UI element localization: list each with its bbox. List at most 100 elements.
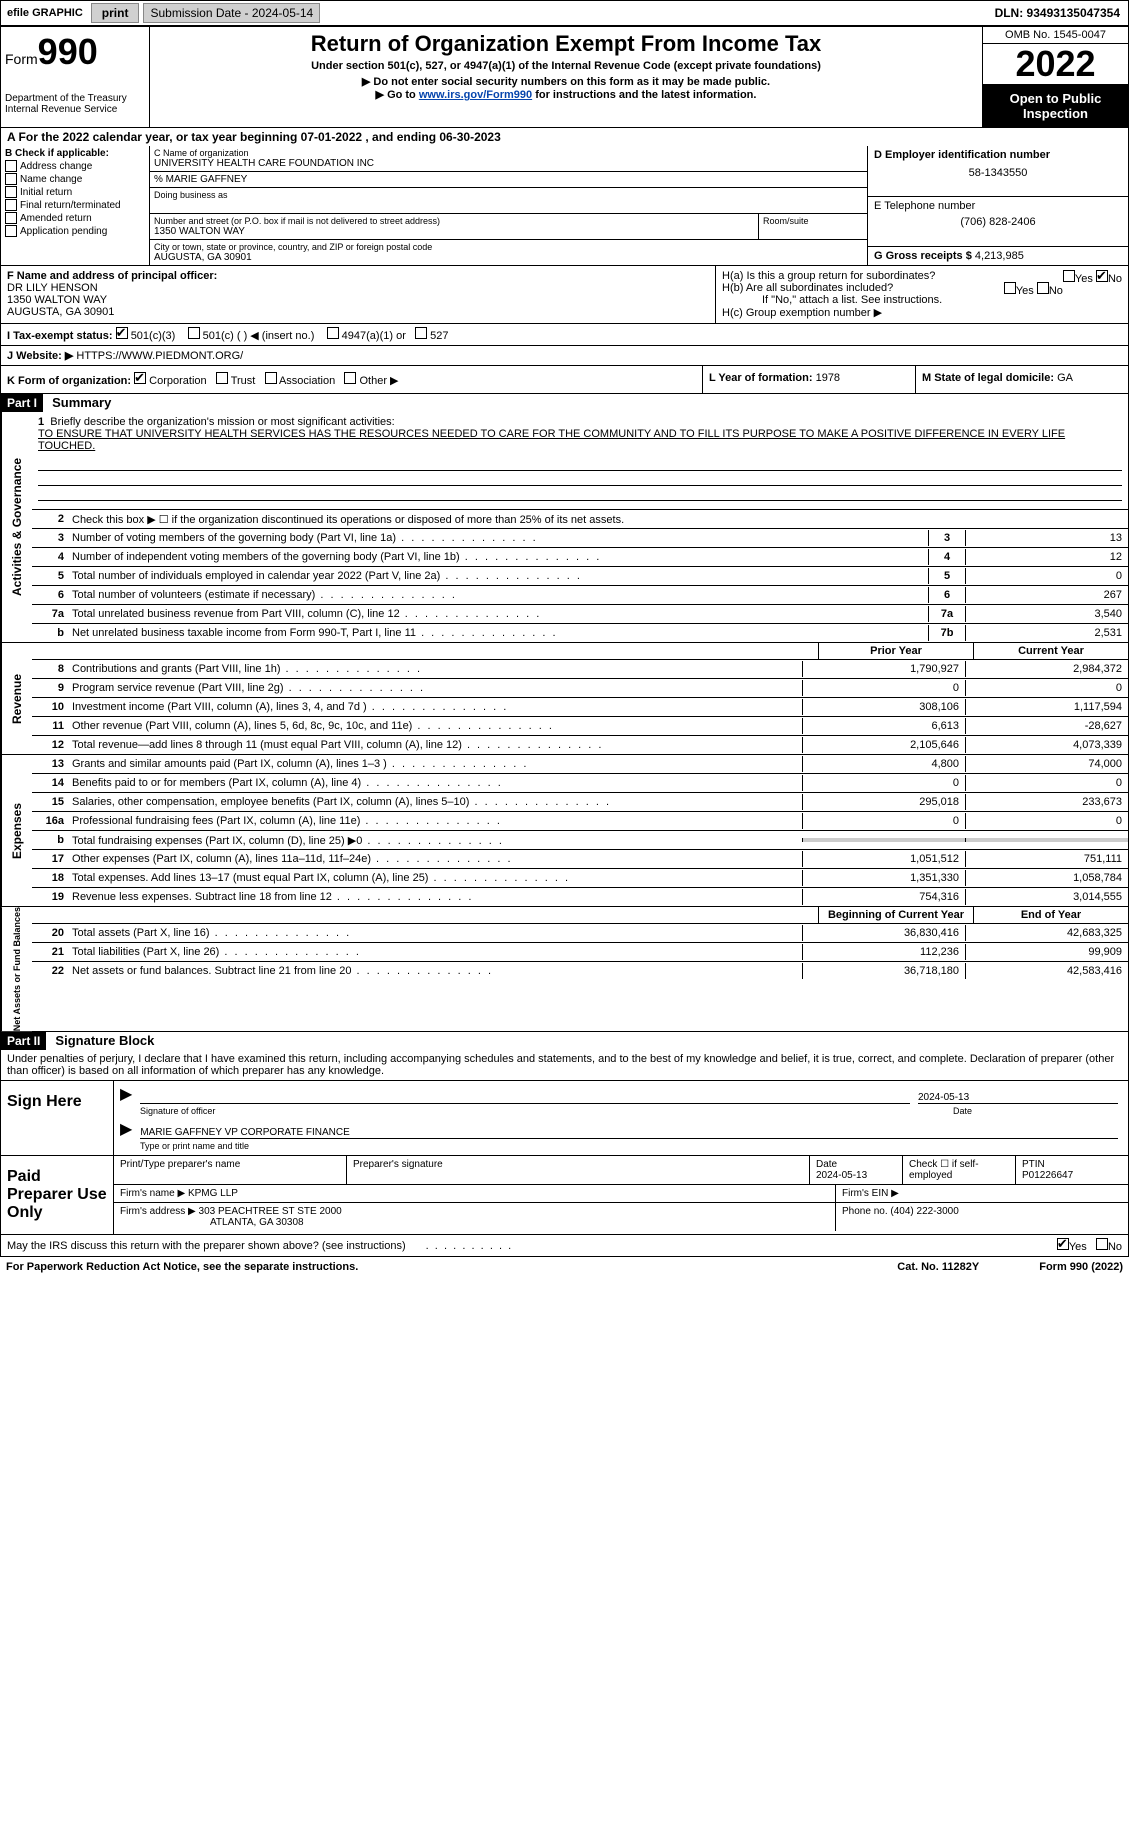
rev-header: Prior Year Current Year [32, 643, 1128, 660]
irs-label: Internal Revenue Service [5, 104, 145, 115]
chk-name-change: Name change [5, 173, 145, 185]
page-footer: For Paperwork Reduction Act Notice, see … [0, 1257, 1129, 1277]
checkbox-icon[interactable] [265, 372, 277, 384]
chk-initial: Initial return [5, 186, 145, 198]
part1-title: Summary [46, 393, 117, 412]
governance-body: 1 Briefly describe the organization's mi… [32, 412, 1128, 642]
self-employed-check: Check ☐ if self-employed [903, 1156, 1016, 1184]
org-name-label: C Name of organization [154, 148, 863, 158]
ein-cell: D Employer identification number 58-1343… [868, 146, 1128, 197]
ptin-cell: PTINP01226647 [1016, 1156, 1128, 1184]
prep-sig-label: Preparer's signature [347, 1156, 810, 1184]
discuss-yes-no: Yes No [1057, 1238, 1122, 1253]
checkbox-icon[interactable] [1057, 1238, 1069, 1250]
firm-phone-cell: Phone no. (404) 222-3000 [836, 1203, 1128, 1231]
line1-num: 1 [38, 416, 44, 428]
m-value: GA [1057, 372, 1073, 384]
header-sub2: ▶ Do not enter social security numbers o… [156, 75, 976, 88]
h-a-row: H(a) Is this a group return for subordin… [722, 270, 1122, 282]
summary-line: 13 Grants and similar amounts paid (Part… [32, 755, 1128, 774]
sig-labels-row: Signature of officer Date [114, 1106, 1128, 1116]
col-end: End of Year [973, 907, 1128, 923]
hb-label: H(b) Are all subordinates included? [722, 282, 893, 294]
revenue-body: Prior Year Current Year 8 Contributions … [32, 643, 1128, 754]
part2-header: Part II [1, 1032, 46, 1050]
checkbox-icon[interactable] [5, 212, 17, 224]
summary-line: b Net unrelated business taxable income … [32, 624, 1128, 642]
prep-date-cell: Date2024-05-13 [810, 1156, 903, 1184]
sub3-pre: ▶ Go to [376, 89, 419, 101]
checkbox-icon[interactable] [415, 327, 427, 339]
officer-name: DR LILY HENSON [7, 282, 709, 294]
col-prior: Prior Year [818, 643, 973, 659]
checkbox-icon[interactable] [5, 225, 17, 237]
footer-right: Form 990 (2022) [1039, 1261, 1123, 1273]
line1-text: Briefly describe the organization's miss… [50, 416, 394, 428]
summary-line: 15 Salaries, other compensation, employe… [32, 793, 1128, 812]
checkbox-icon[interactable] [5, 199, 17, 211]
expenses-body: 13 Grants and similar amounts paid (Part… [32, 755, 1128, 906]
side-revenue: Revenue [1, 643, 32, 754]
checkbox-icon[interactable] [216, 372, 228, 384]
dept-treasury: Department of the Treasury [5, 93, 145, 104]
paid-preparer-row: Paid Preparer Use Only Print/Type prepar… [1, 1155, 1128, 1234]
summary-line: 3 Number of voting members of the govern… [32, 529, 1128, 548]
col-d: D Employer identification number 58-1343… [867, 146, 1128, 265]
checkbox-icon[interactable] [116, 327, 128, 339]
sig-date-line: 2024-05-13 [918, 1083, 1118, 1104]
officer-addr1: 1350 WALTON WAY [7, 294, 709, 306]
form-of-org: K Form of organization: Corporation Trus… [1, 366, 702, 393]
discuss-text: May the IRS discuss this return with the… [7, 1240, 406, 1252]
irs-link[interactable]: www.irs.gov/Form990 [419, 89, 532, 101]
checkbox-icon[interactable] [1037, 282, 1049, 294]
checkbox-icon[interactable] [344, 372, 356, 384]
suite-cell: Room/suite [759, 214, 867, 239]
mission-text: TO ENSURE THAT UNIVERSITY HEALTH SERVICE… [38, 428, 1065, 452]
omb-number: OMB No. 1545-0047 [983, 27, 1128, 44]
sub3-post: for instructions and the latest informat… [532, 89, 756, 101]
header-left: Form990 Department of the Treasury Inter… [1, 27, 150, 127]
street-value: 1350 WALTON WAY [154, 226, 754, 237]
row-j: J Website: ▶ HTTPS://WWW.PIEDMONT.ORG/ [0, 346, 1129, 366]
ein-value: 58-1343550 [874, 167, 1122, 179]
checkbox-icon[interactable] [1096, 1238, 1108, 1250]
summary-line: 7a Total unrelated business revenue from… [32, 605, 1128, 624]
chk-final: Final return/terminated [5, 199, 145, 211]
checkbox-icon[interactable] [1063, 270, 1075, 282]
header-right: OMB No. 1545-0047 2022 Open to Public In… [982, 27, 1128, 127]
checkbox-icon[interactable] [327, 327, 339, 339]
summary-line: 11 Other revenue (Part VIII, column (A),… [32, 717, 1128, 736]
checkbox-icon[interactable] [5, 186, 17, 198]
checkbox-icon[interactable] [5, 173, 17, 185]
sign-fields: ▶ 2024-05-13 Signature of officer Date ▶… [114, 1081, 1128, 1155]
side-expenses: Expenses [1, 755, 32, 906]
city-label: City or town, state or province, country… [154, 242, 863, 252]
part1-expenses: Expenses 13 Grants and similar amounts p… [0, 755, 1129, 907]
footer-left: For Paperwork Reduction Act Notice, see … [6, 1261, 358, 1273]
header-sub3: ▶ Go to www.irs.gov/Form990 for instruct… [156, 88, 976, 101]
checkbox-icon[interactable] [188, 327, 200, 339]
firm-ein-cell: Firm's EIN ▶ [836, 1185, 1128, 1202]
mission-line [38, 486, 1122, 501]
l-value: 1978 [816, 372, 840, 384]
form-number: Form990 [5, 31, 145, 73]
officer-name-line: MARIE GAFFNEY VP CORPORATE FINANCE [140, 1118, 1118, 1139]
prep-name-label: Print/Type preparer's name [114, 1156, 347, 1184]
checkbox-icon[interactable] [1096, 270, 1108, 282]
ha-label: H(a) Is this a group return for subordin… [722, 270, 935, 282]
i-label: I Tax-exempt status: [7, 330, 113, 342]
section-b-c-d: B Check if applicable: Address change Na… [0, 146, 1129, 266]
checkbox-icon[interactable] [1004, 282, 1016, 294]
tax-exempt-status: I Tax-exempt status: 501(c)(3) 501(c) ( … [1, 324, 1128, 345]
mission-line [38, 471, 1122, 486]
street-cell: Number and street (or P.O. box if mail i… [150, 214, 759, 239]
checkbox-icon[interactable] [134, 372, 146, 384]
summary-line: 12 Total revenue—add lines 8 through 11 … [32, 736, 1128, 754]
print-button[interactable]: print [91, 3, 140, 23]
checkbox-icon[interactable] [5, 160, 17, 172]
form-990-num: 990 [38, 31, 98, 72]
calendar-year-line: A For the 2022 calendar year, or tax yea… [0, 128, 1129, 146]
summary-line: 21 Total liabilities (Part X, line 26) 1… [32, 943, 1128, 962]
state-domicile: M State of legal domicile: GA [915, 366, 1128, 393]
website-url: HTTPS://WWW.PIEDMONT.ORG/ [76, 350, 243, 362]
